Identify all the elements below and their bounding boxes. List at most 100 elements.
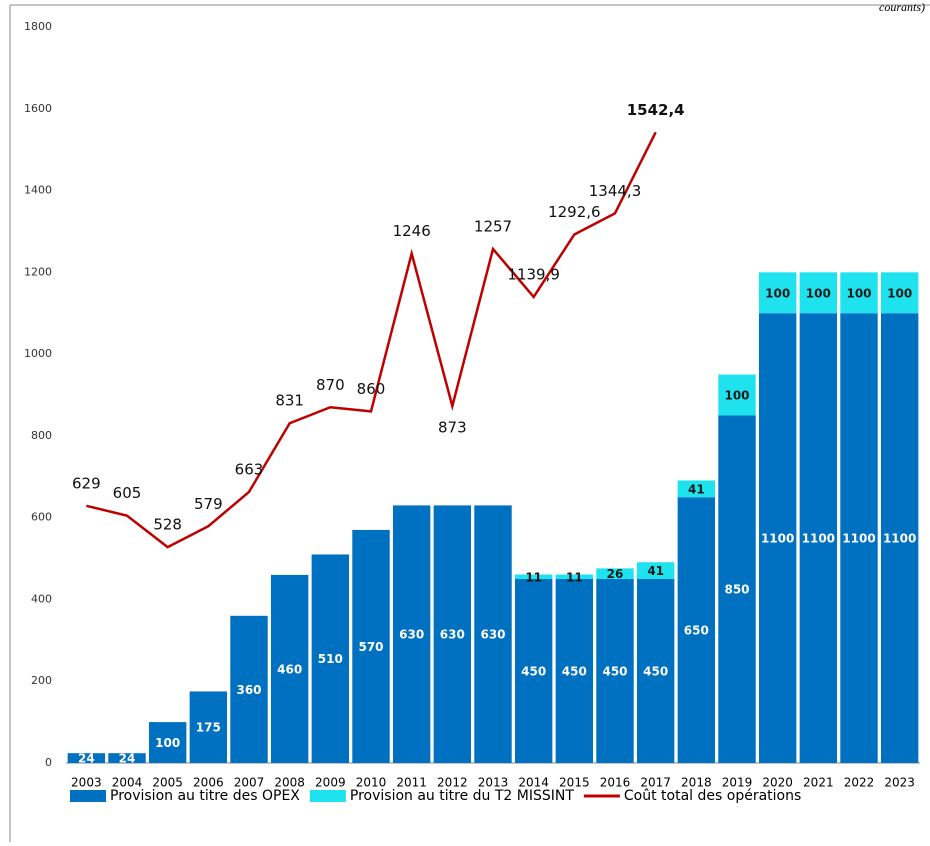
line-label: 1542,4	[627, 101, 685, 119]
bar	[148, 722, 187, 763]
x-tick-label: 2022	[844, 776, 875, 790]
bar-label: 360	[236, 683, 261, 697]
bar-label: 41	[647, 564, 664, 578]
x-tick-label: 2013	[478, 776, 509, 790]
line-label: 1292,6	[548, 203, 601, 221]
bar	[311, 554, 350, 763]
x-tick-label: 2008	[274, 776, 305, 790]
bar	[880, 313, 919, 763]
bar	[840, 272, 878, 314]
line-label: 860	[357, 380, 386, 398]
x-tick-label: 2014	[518, 776, 549, 790]
bar	[189, 691, 228, 763]
bar	[352, 529, 390, 763]
line-label: 1257	[474, 218, 512, 236]
bar-label: 11	[525, 570, 542, 584]
bar-label: 570	[358, 640, 383, 654]
bar-label: 630	[440, 628, 465, 642]
x-tick-label: 2006	[193, 776, 224, 790]
x-tick-label: 2023	[884, 776, 915, 790]
line-label: 1246	[393, 222, 431, 240]
y-tick-label: 800	[31, 429, 52, 442]
x-tick-label: 2009	[315, 776, 346, 790]
bar-label: 100	[765, 286, 790, 300]
bar-label: 450	[602, 665, 627, 679]
legend-swatch	[309, 790, 346, 802]
y-tick-label: 1000	[24, 347, 52, 360]
bar-label: 450	[643, 665, 668, 679]
legend-label: Provision au titre des OPEX	[110, 788, 300, 804]
line-label: 605	[113, 484, 142, 502]
line-label: 873	[438, 419, 467, 437]
bar-label: 24	[78, 752, 95, 766]
bar	[230, 615, 268, 763]
line-label: 870	[316, 376, 345, 394]
bar-label: 450	[521, 665, 546, 679]
bar	[718, 415, 756, 763]
line-label: 831	[275, 392, 304, 410]
bar-label: 100	[806, 286, 831, 300]
bar	[555, 579, 594, 763]
x-tick-label: 2012	[437, 776, 468, 790]
bar-label: 100	[155, 736, 180, 750]
bar	[636, 579, 675, 763]
bar-label: 100	[724, 389, 749, 403]
bar-label: 850	[724, 583, 749, 597]
bar-label: 460	[277, 662, 302, 676]
bar	[392, 505, 431, 763]
bar	[718, 374, 756, 416]
bar	[67, 753, 106, 763]
bar	[514, 579, 553, 763]
bar	[596, 568, 634, 579]
bar	[758, 313, 797, 763]
line-label: 629	[72, 474, 101, 492]
bar	[758, 272, 797, 314]
y-tick-label: 1200	[24, 265, 52, 278]
x-tick-label: 2016	[600, 776, 631, 790]
bar	[840, 313, 878, 763]
y-tick-label: 1600	[24, 102, 52, 115]
line-label: 1344,3	[589, 182, 642, 200]
bar-label: 1100	[802, 532, 835, 546]
y-tick-label: 200	[31, 674, 52, 687]
x-tick-label: 2007	[234, 776, 265, 790]
x-tick-label: 2015	[559, 776, 590, 790]
x-tick-label: 2003	[71, 776, 102, 790]
bar-label: 41	[688, 482, 705, 496]
bar	[799, 272, 838, 314]
bar	[636, 562, 675, 579]
x-tick-label: 2018	[681, 776, 712, 790]
bar	[596, 579, 634, 763]
bar-label: 650	[684, 624, 709, 638]
bar	[677, 480, 716, 498]
bar-label: 26	[607, 567, 624, 581]
bar	[880, 272, 919, 314]
bar-label: 450	[562, 665, 587, 679]
bar-label: 630	[399, 628, 424, 642]
bar-label: 100	[846, 286, 871, 300]
bar	[799, 313, 838, 763]
x-tick-label: 2019	[722, 776, 753, 790]
y-tick-label: 600	[31, 511, 52, 524]
line-label: 579	[194, 495, 223, 513]
bar	[433, 505, 472, 763]
line-label: 528	[153, 516, 182, 534]
y-tick-label: 1400	[24, 184, 52, 197]
x-tick-label: 2017	[640, 776, 671, 790]
bar-label: 1100	[842, 532, 875, 546]
y-tick-label: 0	[45, 756, 52, 769]
bar-label: 100	[887, 286, 912, 300]
y-tick-label: 400	[31, 592, 52, 605]
bar	[514, 574, 553, 579]
bar-label: 24	[119, 752, 136, 766]
bar-label: 1100	[883, 532, 916, 546]
bar	[474, 505, 512, 763]
bar	[108, 753, 146, 763]
x-tick-label: 2004	[112, 776, 143, 790]
bar-label: 175	[196, 721, 221, 735]
legend-swatch	[70, 790, 106, 802]
x-tick-label: 2010	[356, 776, 387, 790]
legend-label: Coût total des opérations	[624, 788, 801, 804]
legend-label: Provision au titre du T2 MISSINT	[350, 788, 574, 804]
